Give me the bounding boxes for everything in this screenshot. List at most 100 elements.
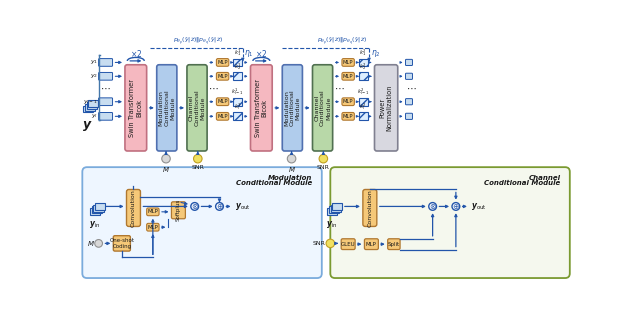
FancyBboxPatch shape (86, 102, 97, 109)
FancyBboxPatch shape (234, 72, 242, 80)
FancyBboxPatch shape (157, 65, 177, 151)
FancyBboxPatch shape (282, 65, 303, 151)
Text: Softplus: Softplus (176, 199, 181, 221)
FancyBboxPatch shape (363, 190, 377, 226)
Text: Swin Transformer
Blcok: Swin Transformer Blcok (255, 79, 268, 137)
Text: Swin Transformer
Blcok: Swin Transformer Blcok (129, 79, 142, 137)
FancyBboxPatch shape (234, 59, 242, 66)
Text: MLP: MLP (147, 225, 158, 230)
Circle shape (287, 154, 296, 163)
Text: SNR: SNR (191, 165, 204, 170)
Circle shape (95, 239, 102, 247)
Text: MLP: MLP (366, 242, 377, 247)
Text: $\boldsymbol{y}_{\rm out}$: $\boldsymbol{y}_{\rm out}$ (472, 201, 487, 212)
Text: $\boldsymbol{y}$: $\boldsymbol{y}$ (83, 119, 93, 133)
Text: $y_{l-1}$: $y_{l-1}$ (83, 98, 98, 106)
FancyBboxPatch shape (332, 203, 342, 210)
Circle shape (216, 203, 223, 210)
FancyBboxPatch shape (147, 223, 159, 231)
Text: Channel
Conditional
Module: Channel Conditional Module (314, 89, 331, 126)
FancyBboxPatch shape (342, 59, 355, 66)
Text: Channel: Channel (529, 175, 561, 181)
FancyBboxPatch shape (99, 59, 113, 66)
Text: $\otimes$: $\otimes$ (191, 202, 198, 211)
FancyBboxPatch shape (125, 65, 147, 151)
Text: Convolution: Convolution (131, 189, 136, 227)
FancyBboxPatch shape (127, 190, 140, 226)
Text: MLP: MLP (218, 74, 228, 79)
FancyBboxPatch shape (99, 98, 113, 106)
FancyBboxPatch shape (331, 204, 340, 211)
FancyBboxPatch shape (388, 239, 400, 249)
Text: Modulation
Conditional
Module: Modulation Conditional Module (159, 89, 175, 126)
Text: $\cdots$: $\cdots$ (406, 83, 416, 93)
FancyBboxPatch shape (92, 206, 102, 213)
FancyBboxPatch shape (93, 204, 104, 211)
Text: $\eta_2$: $\eta_2$ (371, 48, 380, 59)
FancyBboxPatch shape (147, 208, 159, 216)
Text: GLEU: GLEU (341, 242, 355, 247)
Circle shape (326, 239, 335, 248)
Text: Conditional Module: Conditional Module (236, 180, 312, 186)
Text: SNR: SNR (313, 241, 326, 246)
Text: $\boldsymbol{y}_{\rm in}$: $\boldsymbol{y}_{\rm in}$ (90, 219, 101, 230)
FancyBboxPatch shape (341, 239, 355, 249)
Text: Split: Split (388, 242, 400, 247)
FancyBboxPatch shape (342, 112, 355, 120)
Text: One-shot
Coding: One-shot Coding (109, 238, 134, 249)
Text: $\otimes$: $\otimes$ (429, 202, 436, 211)
Text: $\cdots$: $\cdots$ (100, 83, 111, 93)
Text: $k_1^2$: $k_1^2$ (359, 47, 367, 58)
Text: $M$: $M$ (162, 165, 170, 174)
FancyBboxPatch shape (99, 72, 113, 80)
Text: $y_1$: $y_1$ (90, 59, 98, 66)
Text: $\times 2$: $\times 2$ (130, 48, 142, 59)
Text: $k_1^1$: $k_1^1$ (234, 47, 241, 58)
Text: Modulation: Modulation (268, 175, 312, 181)
Text: Modulation
Conditional
Module: Modulation Conditional Module (284, 89, 301, 126)
FancyBboxPatch shape (359, 98, 367, 106)
FancyBboxPatch shape (359, 72, 367, 80)
Circle shape (193, 154, 202, 163)
FancyBboxPatch shape (330, 167, 570, 278)
Text: Power
Normalization: Power Normalization (380, 85, 392, 131)
FancyBboxPatch shape (364, 239, 378, 249)
FancyBboxPatch shape (342, 98, 355, 106)
FancyBboxPatch shape (85, 104, 95, 111)
FancyBboxPatch shape (406, 113, 412, 119)
FancyBboxPatch shape (406, 99, 412, 105)
Text: MLP: MLP (218, 99, 228, 104)
FancyBboxPatch shape (216, 112, 229, 120)
Text: $\cdots$: $\cdots$ (333, 83, 344, 93)
Circle shape (429, 203, 436, 210)
Text: MLP: MLP (343, 74, 353, 79)
FancyBboxPatch shape (359, 59, 367, 66)
Text: $k_2^2$: $k_2^2$ (359, 61, 367, 72)
FancyBboxPatch shape (90, 208, 100, 215)
Text: $\oplus$: $\oplus$ (452, 202, 460, 211)
FancyBboxPatch shape (83, 106, 93, 112)
FancyBboxPatch shape (216, 72, 229, 80)
Text: $p_{\theta_p}(\hat{y}|\tilde{z})\Vert p_{\theta_q}(\hat{y}|\tilde{z})$: $p_{\theta_p}(\hat{y}|\tilde{z})\Vert p_… (317, 35, 367, 47)
FancyBboxPatch shape (234, 98, 242, 106)
FancyBboxPatch shape (99, 112, 113, 120)
Text: $p_{\theta_p}(\hat{y}|\tilde{z})\Vert p_{\theta_q}(\hat{y}|\tilde{z})$: $p_{\theta_p}(\hat{y}|\tilde{z})\Vert p_… (173, 35, 223, 47)
FancyBboxPatch shape (88, 100, 99, 107)
Text: $M$: $M$ (87, 239, 95, 248)
Text: Conditional Module: Conditional Module (484, 180, 561, 186)
FancyBboxPatch shape (187, 65, 207, 151)
Circle shape (452, 203, 460, 210)
FancyBboxPatch shape (342, 72, 355, 80)
Text: MLP: MLP (218, 60, 228, 65)
Text: $\times 2$: $\times 2$ (255, 48, 268, 59)
Circle shape (319, 154, 328, 163)
FancyBboxPatch shape (172, 202, 186, 219)
Text: $\boldsymbol{y}_{\rm out}$: $\boldsymbol{y}_{\rm out}$ (235, 201, 251, 212)
FancyBboxPatch shape (406, 73, 412, 79)
Text: $\cdots$: $\cdots$ (208, 83, 219, 93)
FancyBboxPatch shape (234, 112, 242, 120)
Circle shape (191, 203, 198, 210)
Text: MLP: MLP (343, 114, 353, 119)
FancyBboxPatch shape (406, 59, 412, 66)
FancyBboxPatch shape (374, 65, 397, 151)
